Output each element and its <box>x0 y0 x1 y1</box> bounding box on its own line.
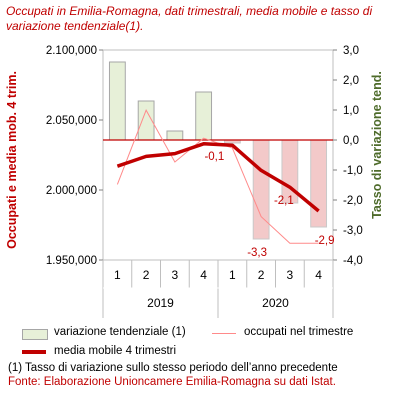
right-axis-tick-label: 2,0 <box>343 75 359 87</box>
data-label: -2,1 <box>274 195 294 207</box>
left-axis-tick-label: 2.050,000 <box>46 115 97 127</box>
x-group-label: 2020 <box>262 296 289 310</box>
bar <box>108 61 126 141</box>
left-axis-tick-label: 1.950,000 <box>46 255 97 267</box>
left-axis-title: Occupati e media mob. 4 trim. <box>5 71 19 249</box>
x-tick-label: 4 <box>200 268 207 282</box>
x-tick-label: 4 <box>315 268 322 282</box>
right-axis-tick-label: 1,0 <box>343 105 359 117</box>
bar <box>166 130 184 141</box>
x-tick-label: 2 <box>258 268 265 282</box>
data-label: -2,9 <box>315 235 335 247</box>
right-axis-tick-label: -2,0 <box>343 195 363 207</box>
x-tick-label: 2 <box>143 268 150 282</box>
bar <box>310 139 328 228</box>
legend-bar-label: variazione tendenziale (1) <box>54 326 186 338</box>
legend-thin-line-swatch <box>212 333 236 334</box>
right-axis-tick-label: -1,0 <box>343 165 363 177</box>
left-axis-tick-label: 2.100,000 <box>46 45 97 57</box>
chart-area: -0,1 -3,3 -2,1 -2,9 1.950,000 2.000,000 2.050,… <box>5 45 384 318</box>
data-label: -3,3 <box>247 247 267 259</box>
bar <box>195 91 213 141</box>
series-line-media-mobile <box>116 142 320 213</box>
x-group-label: 2019 <box>147 296 174 310</box>
right-axis-tick-label: -3,0 <box>343 225 363 237</box>
left-axis-tick-label: 2.000,000 <box>46 185 97 197</box>
legend: variazione tendenziale (1) occupati nel … <box>0 322 400 362</box>
right-axis-tick-label: 3,0 <box>343 45 359 57</box>
chart-title: Occupati in Emilia-Romagna, dati trimest… <box>6 4 373 33</box>
x-tick-label: 3 <box>287 268 294 282</box>
x-tick-label: 1 <box>114 268 121 282</box>
data-label: -0,1 <box>204 151 224 163</box>
legend-thin-line-label: occupati nel trimestre <box>244 326 354 338</box>
x-tick-label: 3 <box>172 268 179 282</box>
right-axis-tick-label: -4,0 <box>343 255 363 267</box>
footnote: (1) Tasso di variazione sullo stesso per… <box>8 362 338 374</box>
legend-thick-line-swatch <box>22 350 46 354</box>
legend-bar-swatch <box>22 329 48 340</box>
right-axis-tick-label: 0,0 <box>343 135 359 147</box>
bar <box>252 139 270 240</box>
legend-thick-line-label: media mobile 4 trimestri <box>54 345 177 357</box>
source-note: Fonte: Elaborazione Unioncamere Emilia-R… <box>8 376 336 388</box>
x-tick-label: 1 <box>229 268 236 282</box>
right-axis-title: Tasso di variazione tend. <box>370 71 384 219</box>
